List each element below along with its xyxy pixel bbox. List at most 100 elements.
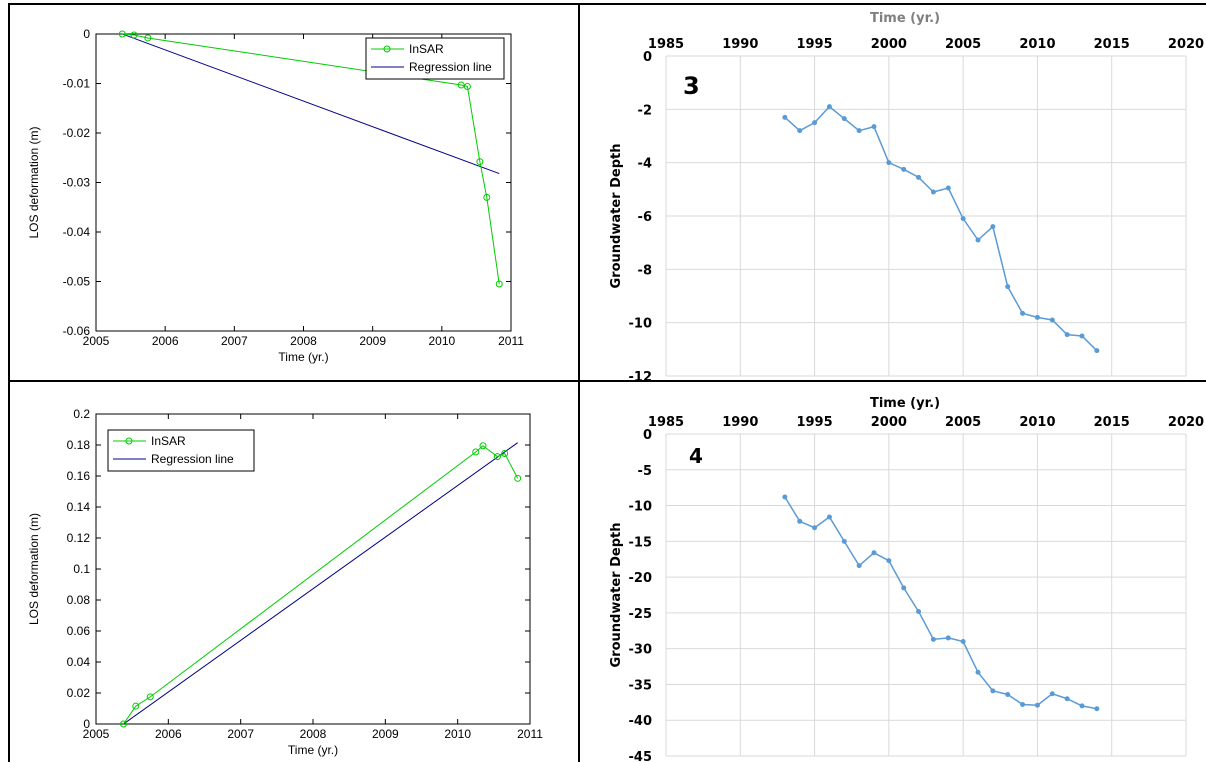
data-point-insar <box>476 158 484 166</box>
x-tick-label: 1990 <box>722 37 758 52</box>
data-point-groundwater <box>1094 348 1100 354</box>
y-tick-label: -35 <box>629 678 653 693</box>
y-tick-label: -0.03 <box>63 176 91 190</box>
data-point-groundwater <box>901 166 907 172</box>
x-axis-title: Time (yr.) <box>870 11 940 26</box>
data-point-groundwater <box>945 635 951 641</box>
x-tick-label: 1985 <box>648 415 684 430</box>
data-point-groundwater <box>856 128 862 134</box>
x-tick-label: 2010 <box>1019 415 1055 430</box>
legend-box <box>365 37 505 80</box>
data-point-groundwater <box>1064 332 1070 338</box>
data-point-insar <box>463 82 471 90</box>
x-tick-label: 2015 <box>1094 415 1130 430</box>
legend-box <box>107 429 255 472</box>
x-tick-label: 2009 <box>359 334 386 348</box>
y-tick-label: 0 <box>643 50 652 65</box>
y-tick-label: -15 <box>629 535 653 550</box>
y-tick-label: 0.1 <box>73 562 90 576</box>
x-tick-label: 2008 <box>300 727 327 741</box>
x-tick-label: 2008 <box>290 334 317 348</box>
x-tick-label: 2006 <box>155 727 182 741</box>
y-tick-label: -0.05 <box>63 275 91 289</box>
data-point-groundwater <box>841 538 847 544</box>
data-point-insar <box>501 450 509 458</box>
y-axis-label: Groundwater Depth <box>609 523 624 668</box>
y-tick-label: -20 <box>629 571 653 586</box>
data-point-insar <box>130 31 138 39</box>
data-point-groundwater <box>930 636 936 642</box>
x-tick-label: 2009 <box>372 727 399 741</box>
data-point-groundwater <box>856 563 862 569</box>
y-tick-label: -12 <box>629 370 653 385</box>
data-point-insar <box>495 280 503 288</box>
data-point-insar <box>479 442 487 450</box>
x-tick-label: 2010 <box>428 334 455 348</box>
legend-label-regression: Regression line <box>151 452 234 466</box>
data-point-groundwater <box>945 185 951 191</box>
data-point-groundwater <box>886 558 892 564</box>
x-tick-label: 2005 <box>83 727 110 741</box>
data-point-groundwater <box>975 237 981 243</box>
data-point-groundwater <box>782 114 788 120</box>
series-line-regression <box>122 33 500 175</box>
x-tick-label: 1990 <box>722 415 758 430</box>
x-axis-label: Time (yr.) <box>288 743 338 757</box>
legend-label-insar: InSAR <box>409 42 444 56</box>
x-tick-label: 2005 <box>945 37 981 52</box>
table-border-top <box>8 3 1206 5</box>
data-point-insar <box>514 474 522 482</box>
legend-marker-insar <box>383 45 391 53</box>
x-tick-label: 1995 <box>796 415 832 430</box>
legend-marker-insar <box>125 437 133 445</box>
y-tick-label: -10 <box>629 500 653 515</box>
x-tick-label: 2015 <box>1094 37 1130 52</box>
data-point-groundwater <box>871 550 877 556</box>
x-tick-label: 1985 <box>648 37 684 52</box>
data-point-groundwater <box>886 160 892 166</box>
y-tick-label: 0.14 <box>67 500 91 514</box>
y-tick-label: 0.2 <box>73 407 90 421</box>
y-axis-label: LOS deformation (m) <box>27 513 41 625</box>
y-tick-label: -0.02 <box>63 126 91 140</box>
x-tick-label: 2010 <box>1019 37 1055 52</box>
data-point-groundwater <box>797 128 803 134</box>
y-tick-label: 0.02 <box>67 686 91 700</box>
y-tick-label: 0.18 <box>67 438 91 452</box>
y-tick-label: 0 <box>83 27 90 41</box>
x-tick-label: 1995 <box>796 37 832 52</box>
x-axis-label: Time (yr.) <box>278 350 328 364</box>
data-point-groundwater <box>1064 696 1070 702</box>
y-axis-label: LOS deformation (m) <box>27 126 41 238</box>
data-point-groundwater <box>916 608 922 614</box>
y-tick-label: 0 <box>83 717 90 731</box>
y-tick-label: -0.04 <box>63 225 91 239</box>
x-tick-label: 2011 <box>498 334 524 348</box>
data-point-groundwater <box>1020 701 1026 707</box>
y-tick-label: -5 <box>638 464 652 479</box>
data-point-groundwater <box>1005 284 1011 290</box>
y-tick-label: -40 <box>629 714 653 729</box>
legend-label-insar: InSAR <box>151 434 186 448</box>
data-point-groundwater <box>990 688 996 694</box>
y-tick-label: -30 <box>629 643 653 658</box>
data-point-groundwater <box>841 116 847 122</box>
y-tick-label: 0.04 <box>67 655 91 669</box>
data-point-insar <box>146 693 154 701</box>
data-point-insar <box>483 193 491 201</box>
data-point-groundwater <box>1079 703 1085 709</box>
x-tick-label: 2006 <box>152 334 179 348</box>
data-point-groundwater <box>901 585 907 591</box>
table-border-left <box>8 3 10 762</box>
data-point-groundwater <box>1094 706 1100 712</box>
data-point-groundwater <box>1034 314 1040 320</box>
x-tick-label: 2020 <box>1168 415 1204 430</box>
y-tick-label: -8 <box>638 263 652 278</box>
x-tick-label: 2010 <box>444 727 471 741</box>
data-point-groundwater <box>930 189 936 195</box>
data-point-groundwater <box>1049 317 1055 323</box>
y-tick-label: -6 <box>638 210 652 225</box>
legend-label-regression: Regression line <box>409 60 492 74</box>
